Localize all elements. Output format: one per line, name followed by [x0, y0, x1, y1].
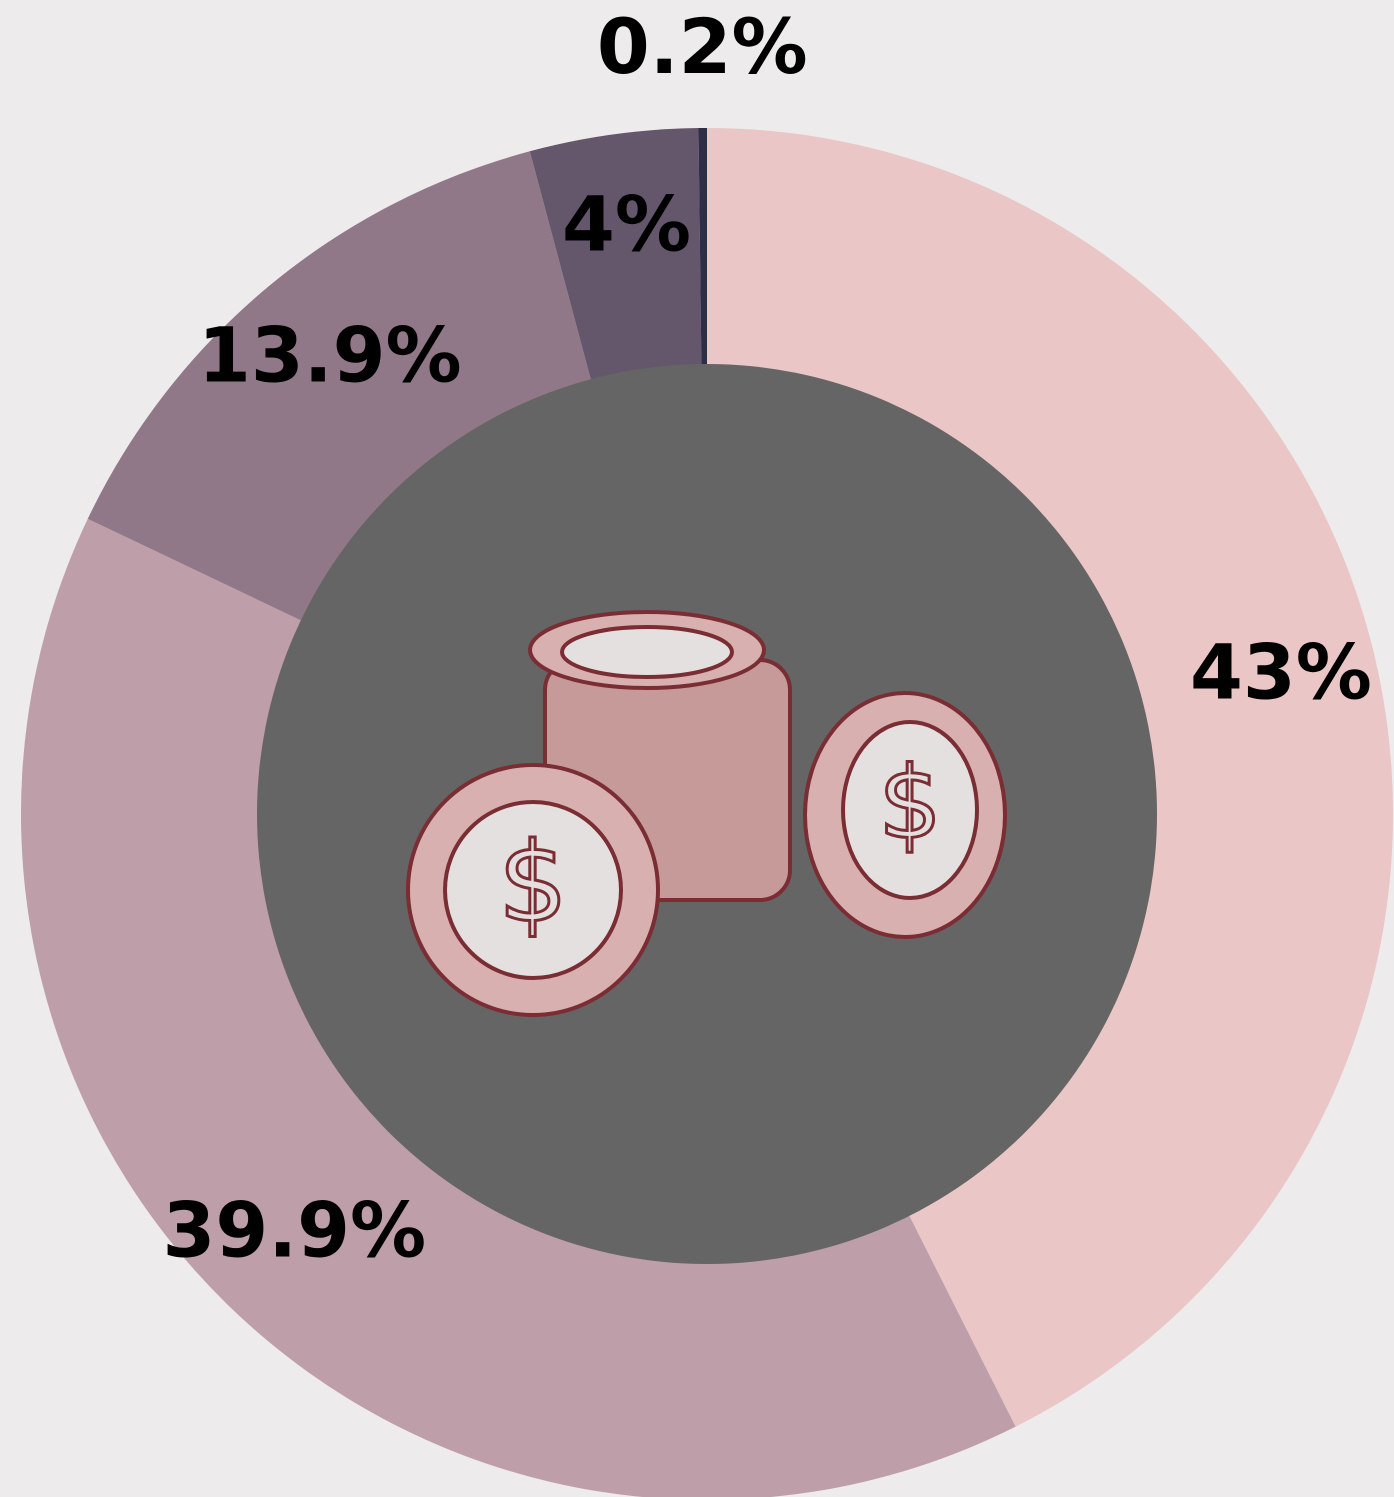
page: $ $ 43%39.9%13.9%4%0.2% (() => { const d… [0, 0, 1394, 1497]
chart: $ $ 43% 39.9% 13.9% 4% 0.2% [0, 0, 1394, 1497]
data-label: 13.9% [198, 310, 462, 399]
svg-text:$: $ [498, 818, 568, 946]
data-label: 43% [1190, 628, 1372, 717]
svg-text:$: $ [878, 744, 942, 861]
data-label: 4% [562, 180, 691, 269]
data-label: 0.2% [597, 2, 808, 91]
data-label: 39.9% [163, 1186, 427, 1275]
